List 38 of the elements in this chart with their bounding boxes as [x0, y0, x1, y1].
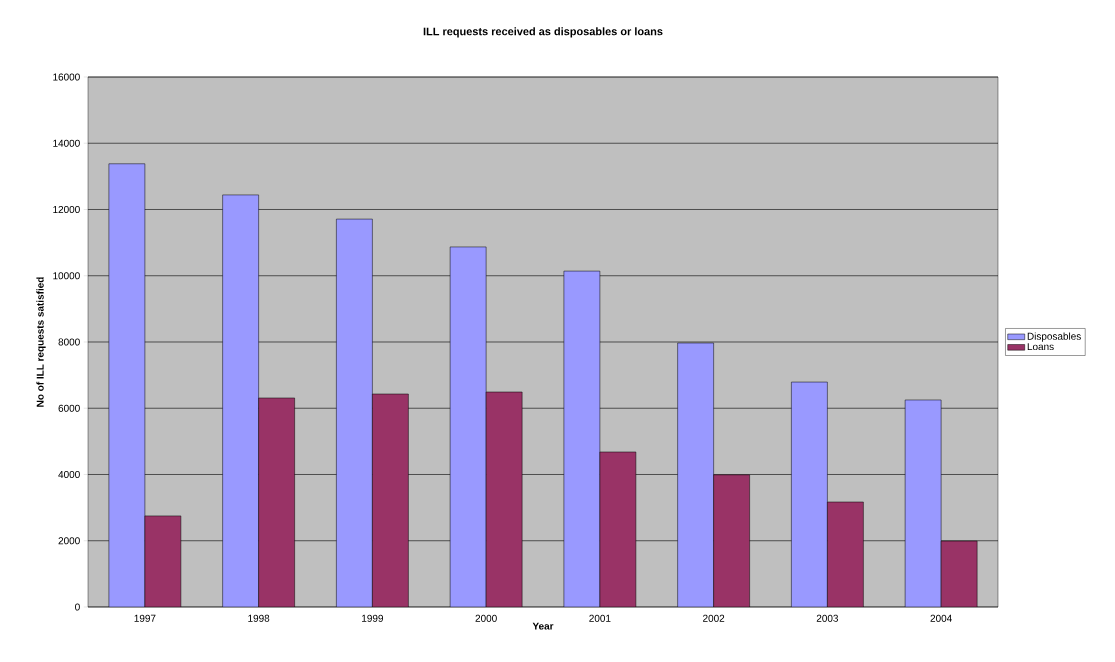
- y-tick-label: 2000: [58, 537, 80, 545]
- y-tick-label: 14000: [53, 139, 80, 147]
- bar: [599, 451, 637, 607]
- bar: [713, 474, 750, 607]
- legend-label: Loans: [1027, 343, 1054, 351]
- chart-title: ILL requests received as disposables or loans: [423, 27, 663, 38]
- bar: [485, 391, 523, 607]
- x-tick-label: 2001: [589, 614, 611, 622]
- bar: [258, 397, 295, 607]
- bar: [372, 393, 409, 607]
- x-tick-label: 2002: [703, 614, 725, 622]
- x-tick-label: 2003: [816, 614, 839, 622]
- y-tick-label: 6000: [58, 404, 80, 412]
- x-tick-label: 1998: [248, 614, 270, 622]
- x-tick-label: 1997: [134, 614, 156, 622]
- bar: [563, 270, 601, 607]
- legend-label: Disposables: [1027, 332, 1081, 342]
- x-axis-title: Year: [532, 622, 554, 630]
- x-tick-label: 2004: [930, 614, 952, 622]
- y-tick-label: 0: [75, 603, 80, 611]
- y-tick-label: 8000: [58, 338, 80, 346]
- bar: [940, 540, 978, 607]
- y-tick-label: 10000: [53, 272, 80, 280]
- bar: [222, 194, 259, 607]
- y-tick-label: 16000: [53, 73, 80, 81]
- y-axis-title: No of ILL requests satisfied: [36, 277, 46, 407]
- bar: [336, 218, 373, 607]
- bar: [108, 163, 146, 607]
- bar: [144, 515, 182, 607]
- y-tick-label: 12000: [53, 205, 80, 214]
- bar: [827, 501, 864, 607]
- x-tick-label: 2000: [475, 614, 497, 622]
- bar: [904, 399, 942, 607]
- bar: [791, 381, 828, 607]
- y-tick-label: 4000: [58, 470, 80, 479]
- x-tick-label: 1999: [362, 614, 383, 622]
- bar: [677, 342, 714, 607]
- bar: [449, 246, 487, 607]
